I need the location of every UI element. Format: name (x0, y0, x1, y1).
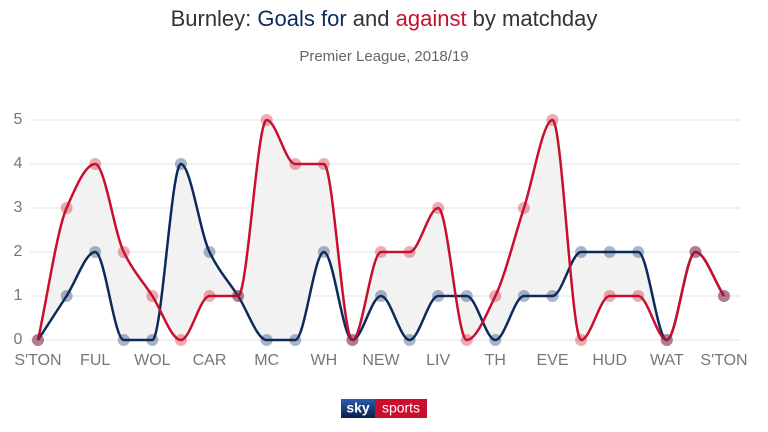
point-marker (546, 114, 559, 126)
point-marker (146, 334, 159, 346)
point-marker (174, 334, 187, 346)
y-tick-label: 4 (14, 155, 23, 172)
point-marker (232, 290, 245, 302)
point-marker (718, 290, 730, 302)
series-line (36, 118, 726, 342)
point-marker (660, 334, 673, 346)
point-marker (603, 246, 616, 258)
point-marker (289, 158, 302, 170)
point-marker (174, 158, 187, 170)
point-marker (632, 246, 645, 258)
logo: sky sports (341, 399, 427, 418)
chart-title: Burnley: Goals for and against by matchd… (171, 6, 598, 31)
point-marker (89, 158, 102, 170)
logo-bg (375, 399, 427, 418)
point-marker (317, 158, 330, 170)
point-marker (32, 334, 44, 346)
point-marker (575, 246, 588, 258)
point-marker (689, 246, 702, 258)
x-tick-label: FUL (80, 352, 110, 369)
point-marker (489, 290, 502, 302)
point-marker (517, 202, 530, 214)
point-marker (575, 334, 588, 346)
title-part: against (396, 6, 467, 31)
title-part: and (347, 6, 396, 31)
point-marker (546, 290, 559, 302)
title-part: Goals for (257, 6, 346, 31)
point-marker (346, 334, 359, 346)
point-marker (260, 114, 273, 126)
point-marker (375, 290, 387, 302)
x-tick-label: NEW (362, 352, 400, 369)
y-tick-label: 1 (14, 287, 23, 304)
x-tick-label: HUD (592, 352, 627, 369)
x-tick-label: S'TON (700, 352, 747, 369)
x-tick-label: MC (254, 352, 279, 369)
point-marker (260, 334, 273, 346)
x-tick-label: WOL (134, 352, 171, 369)
point-marker (117, 246, 130, 258)
point-marker (460, 290, 473, 302)
x-tick-label: LIV (426, 352, 450, 369)
series-line (36, 162, 726, 342)
y-tick-label: 5 (14, 111, 23, 128)
point-marker (603, 290, 616, 302)
logo-text: sports (382, 400, 420, 416)
point-marker (460, 334, 473, 346)
x-tick-label: WAT (650, 352, 684, 369)
point-marker (89, 246, 102, 258)
x-tick-label: CAR (193, 352, 227, 369)
y-tick-label: 2 (14, 243, 23, 260)
point-marker (146, 290, 159, 302)
y-tick-label: 0 (14, 331, 23, 348)
point-marker (60, 290, 73, 302)
x-tick-label: WH (311, 352, 338, 369)
point-marker (660, 334, 673, 346)
point-marker (232, 290, 245, 302)
point-marker (403, 246, 416, 258)
point-marker (517, 290, 530, 302)
point-marker (346, 334, 359, 346)
y-tick-label: 3 (14, 199, 23, 216)
point-marker (203, 246, 216, 258)
title-part: Burnley: (171, 6, 258, 31)
point-marker (432, 202, 445, 214)
point-marker (489, 334, 502, 346)
point-marker (689, 246, 702, 258)
point-marker (317, 246, 330, 258)
chart-subtitle: Premier League, 2018/19 (299, 48, 468, 65)
logo-bg (341, 399, 375, 418)
point-marker (375, 246, 387, 258)
point-marker (632, 290, 645, 302)
point-marker (60, 202, 73, 214)
point-marker (289, 334, 302, 346)
point-marker (432, 290, 445, 302)
x-tick-label: EVE (536, 352, 568, 369)
logo-text: sky (346, 400, 370, 416)
gap-area (38, 120, 724, 340)
point-marker (403, 334, 416, 346)
x-tick-label: TH (485, 352, 506, 369)
point-marker (203, 290, 216, 302)
title-part: by matchday (467, 6, 598, 31)
x-tick-label: S'TON (14, 352, 61, 369)
point-marker (117, 334, 130, 346)
point-marker (32, 334, 44, 346)
point-marker (718, 290, 730, 302)
